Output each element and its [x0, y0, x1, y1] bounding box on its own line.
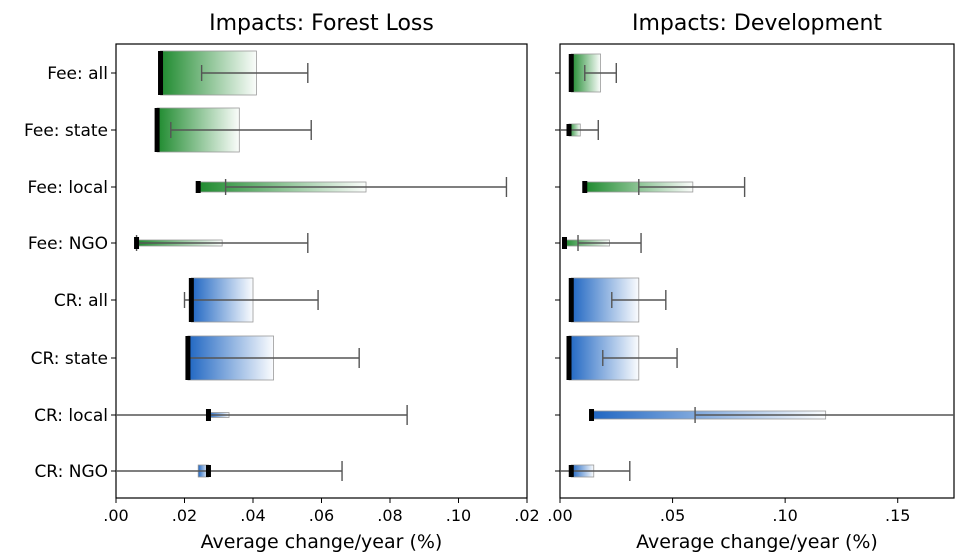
category-label-5: CR: state [31, 349, 108, 369]
forest-xtick-label-6: .02 [514, 506, 539, 525]
dev-title: Impacts: Development [632, 11, 882, 36]
forest-xtick-label-2: .04 [240, 506, 265, 525]
forest-marker-5 [185, 336, 191, 380]
dev-marker-7 [568, 465, 574, 477]
dev-marker-3 [562, 237, 568, 249]
dev-xlabel: Average change/year (%) [636, 531, 878, 553]
dev-marker-0 [568, 54, 574, 92]
forest-xtick-label-4: .08 [377, 506, 402, 525]
forest-title: Impacts: Forest Loss [209, 11, 434, 36]
dev-marker-6 [589, 409, 595, 421]
dev-marker-5 [566, 336, 572, 380]
forest-xtick-label-1: .02 [172, 506, 197, 525]
category-label-7: CR: NGO [34, 462, 108, 482]
forest-marker-6 [205, 409, 211, 421]
category-label-4: CR: all [54, 291, 108, 311]
category-label-0: Fee: all [47, 64, 108, 84]
forest-xtick-label-0: .00 [103, 506, 128, 525]
dev-marker-4 [568, 278, 574, 322]
dev-plot-frame [559, 43, 955, 499]
dev-xtick-label-1: .05 [660, 506, 685, 525]
forest-marker-2 [195, 181, 201, 193]
forest-marker-3 [134, 237, 140, 249]
category-label-3: Fee: NGO [28, 234, 108, 254]
forest-xtick-label-5: .10 [446, 506, 471, 525]
forest-marker-1 [154, 108, 160, 152]
category-label-1: Fee: state [24, 121, 108, 141]
dev-marker-1 [566, 124, 572, 136]
category-label-6: CR: local [34, 406, 108, 426]
forest-marker-0 [158, 51, 164, 95]
dev-xtick-label-3: .15 [885, 506, 910, 525]
forest-xlabel: Average change/year (%) [201, 531, 443, 553]
category-label-2: Fee: local [27, 178, 108, 198]
dev-xtick-label-2: .10 [772, 506, 797, 525]
dev-xtick-label-0: .00 [547, 506, 572, 525]
forest-xtick-label-3: .06 [309, 506, 334, 525]
forest-marker-4 [188, 278, 194, 322]
forest-marker-7 [205, 465, 211, 477]
dev-marker-2 [582, 181, 588, 193]
